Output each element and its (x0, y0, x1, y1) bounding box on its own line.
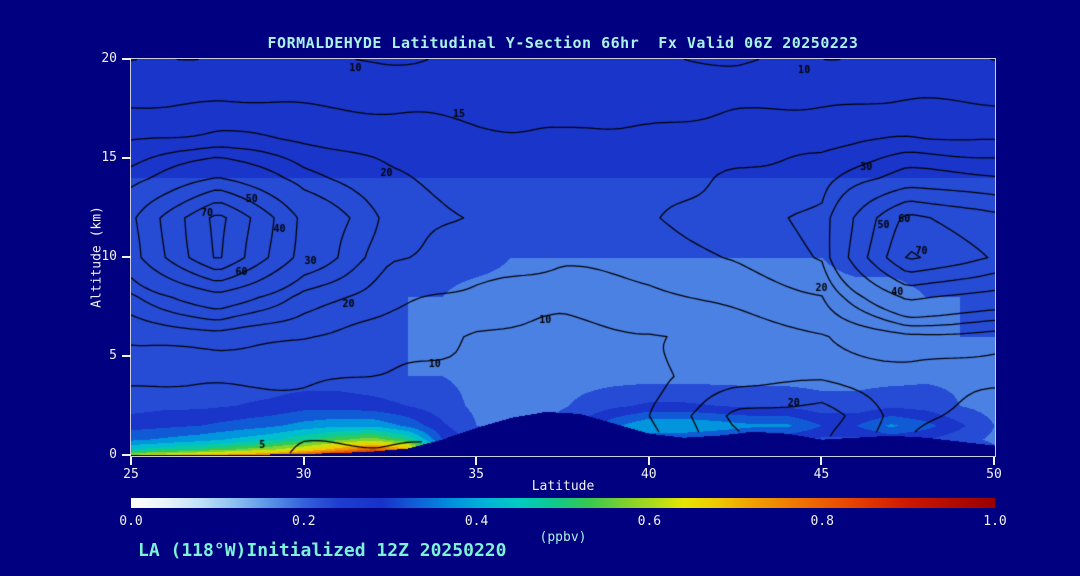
y-tick-label: 0 (109, 447, 117, 462)
x-tick-mark (302, 457, 305, 465)
y-tick-mark (122, 58, 131, 60)
colorbar-tick-label: 0.8 (810, 514, 834, 529)
x-axis-title: Latitude (531, 479, 595, 494)
y-tick-label: 20 (101, 51, 117, 66)
x-tick-label: 45 (813, 467, 830, 482)
colorbar-tick-label: 0.2 (292, 514, 316, 529)
y-tick-mark (122, 256, 131, 258)
y-tick-mark (122, 157, 131, 159)
colorbar-tick-label: 1.0 (983, 514, 1007, 529)
x-tick-mark (820, 457, 823, 465)
x-tick-label: 40 (640, 467, 657, 482)
x-tick-label: 25 (123, 467, 139, 482)
colorbar-tick-label: 0.6 (637, 514, 662, 529)
x-tick-label: 50 (986, 467, 1002, 482)
x-tick-mark (130, 457, 132, 465)
y-tick-mark (122, 355, 131, 357)
x-tick-mark (475, 457, 478, 465)
colorbar (131, 498, 995, 508)
x-tick-label: 30 (295, 467, 312, 482)
colorbar-units-label: (ppbv) (539, 530, 587, 545)
x-tick-mark (647, 457, 650, 465)
colorbar-tick-label: 0.4 (464, 514, 489, 529)
plot-area (130, 58, 996, 457)
chart-title: FORMALDEHYDE Latitudinal Y-Section 66hr … (267, 34, 859, 52)
x-tick-label: 35 (468, 467, 485, 482)
contour-plot-canvas (131, 59, 995, 456)
y-tick-label: 10 (101, 249, 117, 264)
colorbar-tick-label: 0.0 (119, 514, 143, 529)
y-tick-mark (122, 454, 131, 456)
y-tick-label: 15 (101, 150, 117, 165)
y-tick-label: 5 (109, 348, 117, 363)
init-info-text: LA (118°W)Initialized 12Z 20250220 (138, 540, 507, 561)
x-tick-mark (993, 457, 995, 465)
